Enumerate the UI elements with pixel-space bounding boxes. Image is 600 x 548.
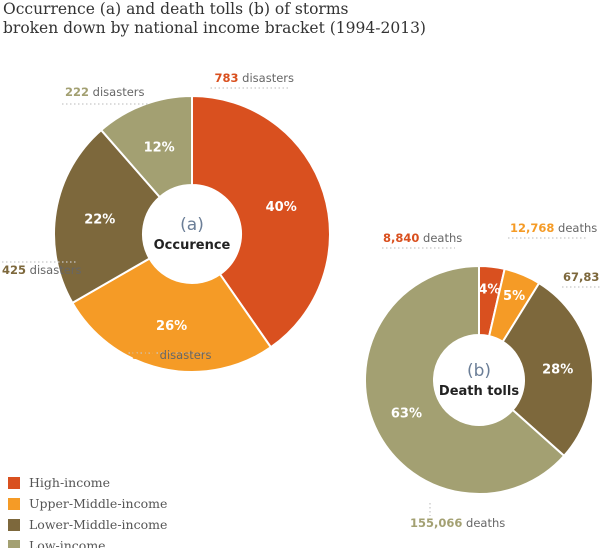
donut-a-slice-low-income: [99, 94, 193, 199]
donut-a-slice-upper-middle-income: [71, 257, 273, 373]
donut-a-percent-lower-middle-income: 22%: [84, 213, 115, 228]
legend-swatch-upper-middle-income: [8, 497, 20, 510]
donut-b-annotation-unit-low-income: deaths: [462, 516, 505, 530]
legend-item-high-income: High-income: [8, 472, 167, 493]
donut-a-slice-lower-middle-income: [53, 128, 162, 305]
donut-b-slice-low-income: [364, 264, 566, 495]
donut-b-center-label: Death tolls: [439, 384, 519, 399]
donut-b-percent-high-income: 4%: [478, 283, 500, 298]
donut-a-slice-high-income: [191, 94, 331, 349]
legend-item-lower-middle-income: Lower-Middle-income: [8, 514, 167, 535]
donut-a-percent-upper-middle-income: 26%: [156, 319, 187, 334]
donut-b-annotation-high-income: 8,840 deaths: [383, 231, 462, 245]
legend: High-income Upper-Middle-income Lower-Mi…: [8, 472, 167, 548]
donut-b-percent-low-income: 63%: [391, 407, 422, 422]
legend-item-upper-middle-income: Upper-Middle-income: [8, 493, 167, 514]
donut-a-annotation-number-lower-middle-income: 425: [2, 263, 26, 277]
donut-b-annotation-number-lower-middle-income: 67,836: [563, 270, 600, 284]
donut-b-slice-lower-middle-income: [501, 281, 594, 458]
donut-a-annotation-unit-low-income: disasters: [89, 85, 144, 99]
donut-b-annotation-lower-middle-income: 67,836: [563, 270, 600, 284]
legend-label-low-income: Low-income: [29, 538, 106, 548]
donut-a-annotation-number-low-income: 222: [65, 85, 89, 99]
legend-swatch-lower-middle-income: [8, 518, 20, 531]
donut-b-annotation-number-high-income: 8,840: [383, 231, 419, 245]
donut-b-annotation-number-upper-middle-income: 12,768: [510, 221, 554, 235]
donut-a-annotation-unit-lower-middle-income: disasters: [26, 263, 81, 277]
legend-label-lower-middle-income: Lower-Middle-income: [29, 517, 168, 532]
donut-a-annotation-unit-upper-middle-income: disasters: [156, 348, 211, 362]
donut-b-annotation-unit-upper-middle-income: deaths: [554, 221, 597, 235]
donut-a-center-label: Occurence: [154, 238, 231, 253]
donut-a-annotation-number-high-income: 783: [215, 71, 239, 85]
donut-a-annotation-upper-middle-income: 512 disasters: [132, 348, 212, 362]
donut-a-annotation-high-income: 783 disasters: [215, 71, 295, 85]
donut-a-annotation-lower-middle-income: 425 disasters: [2, 263, 82, 277]
legend-item-low-income: Low-income: [8, 535, 167, 548]
donut-b-percent-lower-middle-income: 28%: [542, 363, 573, 378]
legend-label-upper-middle-income: Upper-Middle-income: [29, 496, 168, 511]
donut-b-annotation-number-low-income: 155,066: [410, 516, 462, 530]
donut-a-center-letter: (a): [180, 215, 204, 235]
donut-a-percent-high-income: 40%: [266, 200, 297, 215]
donut-b-annotation-upper-middle-income: 12,768 deaths: [510, 221, 597, 235]
legend-label-high-income: High-income: [29, 475, 110, 490]
title-line-1: Occurrence (a) and death tolls (b) of st…: [3, 0, 349, 18]
donut-a-annotation-low-income: 222 disasters: [65, 85, 145, 99]
legend-swatch-low-income: [8, 539, 20, 548]
donut-b-annotation-unit-high-income: deaths: [419, 231, 462, 245]
donut-a-annotation-number-upper-middle-income: 512: [132, 348, 156, 362]
donut-a-annotation-unit-high-income: disasters: [239, 71, 294, 85]
chart-title: Occurrence (a) and death tolls (b) of st…: [3, 0, 426, 38]
donut-b-percent-upper-middle-income: 5%: [503, 289, 525, 304]
donut-b-center-letter: (b): [467, 361, 491, 381]
donut-b-annotation-low-income: 155,066 deaths: [410, 516, 505, 530]
legend-swatch-high-income: [8, 476, 20, 489]
title-line-2: broken down by national income bracket (…: [3, 19, 426, 37]
donut-a-percent-low-income: 12%: [144, 140, 175, 155]
